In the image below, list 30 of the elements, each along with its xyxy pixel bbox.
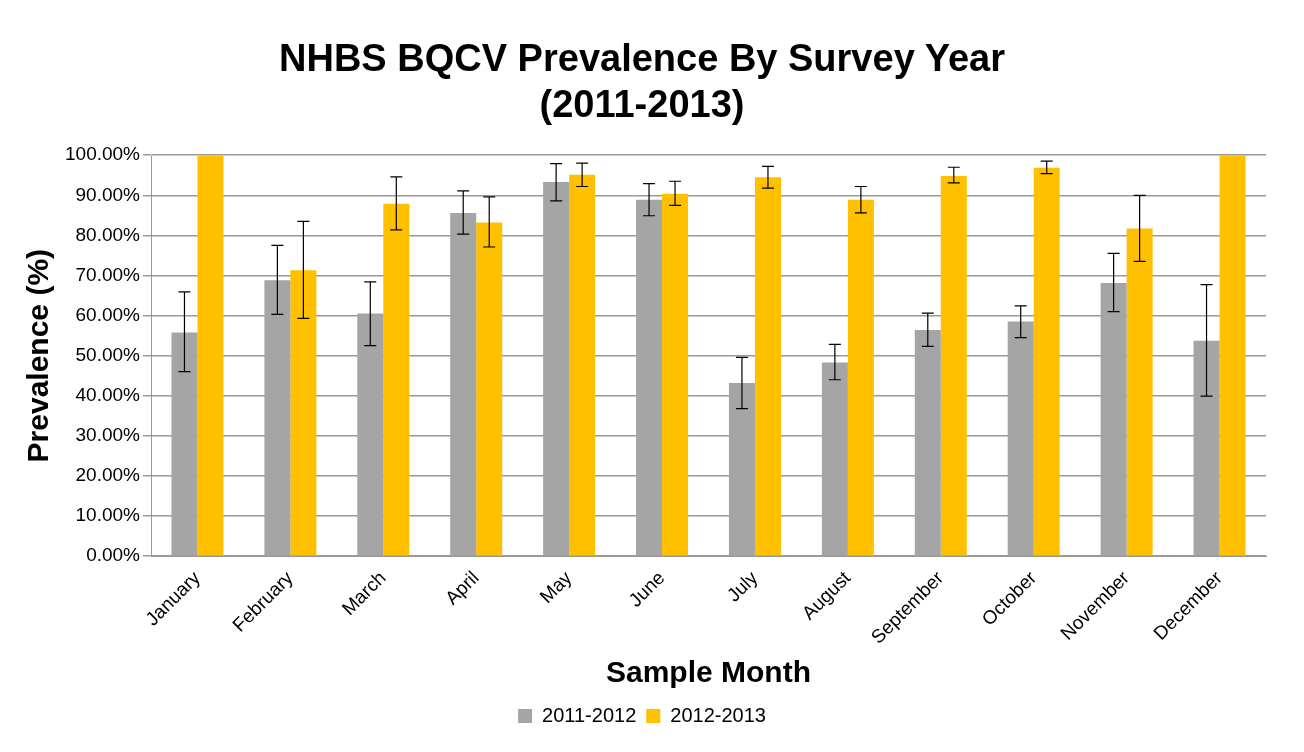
y-tick-label: 90.00% <box>75 183 141 205</box>
x-tick-label: May <box>535 566 576 608</box>
bar <box>569 174 596 556</box>
bar <box>290 270 317 556</box>
y-tick-label: 30.00% <box>75 424 141 446</box>
bar <box>662 193 689 556</box>
legend-label: 2012-2013 <box>670 703 766 726</box>
legend-label: 2011-2012 <box>542 703 637 726</box>
bar <box>1033 167 1060 556</box>
y-tick-label: 70.00% <box>75 263 141 285</box>
bar <box>940 176 967 556</box>
y-tick-label: 0.00% <box>86 544 141 566</box>
bar <box>1219 155 1246 556</box>
bar <box>754 177 781 556</box>
y-tick-label: 40.00% <box>75 384 141 406</box>
x-axis-title: Sample Month <box>606 655 812 689</box>
y-tick-label: 20.00% <box>75 464 141 486</box>
y-tick-label: 10.00% <box>75 504 141 526</box>
bar <box>383 203 410 556</box>
y-tick-label: 60.00% <box>75 303 141 325</box>
y-tick-label: 80.00% <box>75 223 141 245</box>
bar <box>476 222 503 556</box>
bar <box>1126 228 1153 556</box>
bar <box>847 199 874 556</box>
bar <box>197 155 224 556</box>
y-tick-label: 100.00% <box>64 143 141 165</box>
y-tick-label: 50.00% <box>75 343 141 365</box>
y-axis-title: Prevalence (%) <box>21 248 55 463</box>
chart-title: NHBS BQCV Prevalence By Survey Year (2011-2013) <box>279 37 1006 125</box>
x-tick-label: July <box>722 566 762 606</box>
